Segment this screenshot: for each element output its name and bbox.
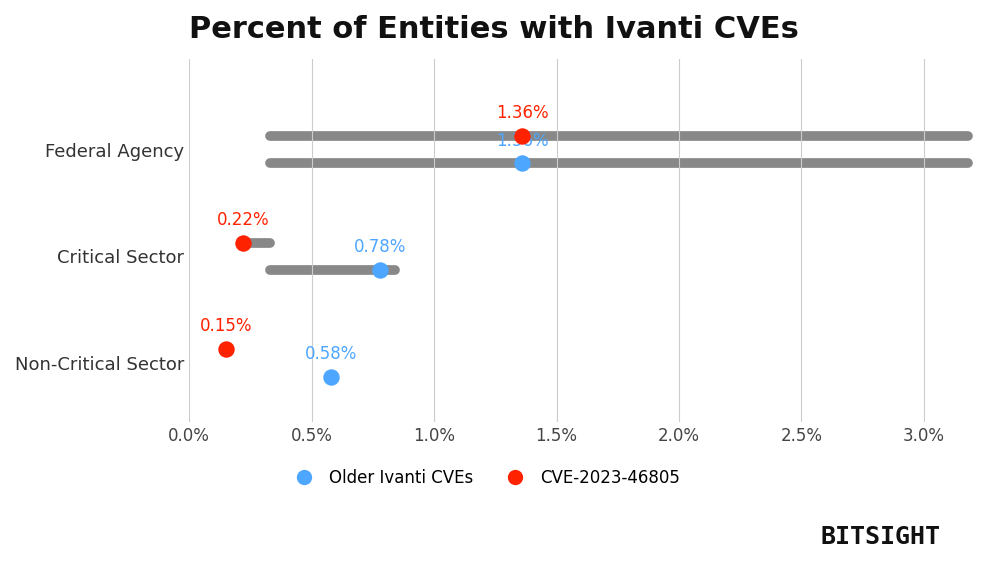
Text: BITSIGHT: BITSIGHT: [820, 525, 940, 549]
Text: 0.58%: 0.58%: [305, 345, 357, 363]
Point: [235, 238, 251, 247]
Text: 0.15%: 0.15%: [200, 317, 252, 335]
Point: [218, 345, 234, 354]
Point: [514, 159, 530, 168]
Point: [514, 131, 530, 140]
Legend: Older Ivanti CVEs, CVE-2023-46805: Older Ivanti CVEs, CVE-2023-46805: [281, 462, 687, 493]
Text: 0.78%: 0.78%: [354, 238, 406, 256]
Text: 0.22%: 0.22%: [217, 211, 269, 228]
Point: [323, 372, 339, 381]
Text: 1.36%: 1.36%: [496, 131, 549, 150]
Text: Percent of Entities with Ivanti CVEs: Percent of Entities with Ivanti CVEs: [189, 15, 799, 44]
Text: 1.36%: 1.36%: [496, 104, 549, 122]
Point: [372, 266, 388, 275]
